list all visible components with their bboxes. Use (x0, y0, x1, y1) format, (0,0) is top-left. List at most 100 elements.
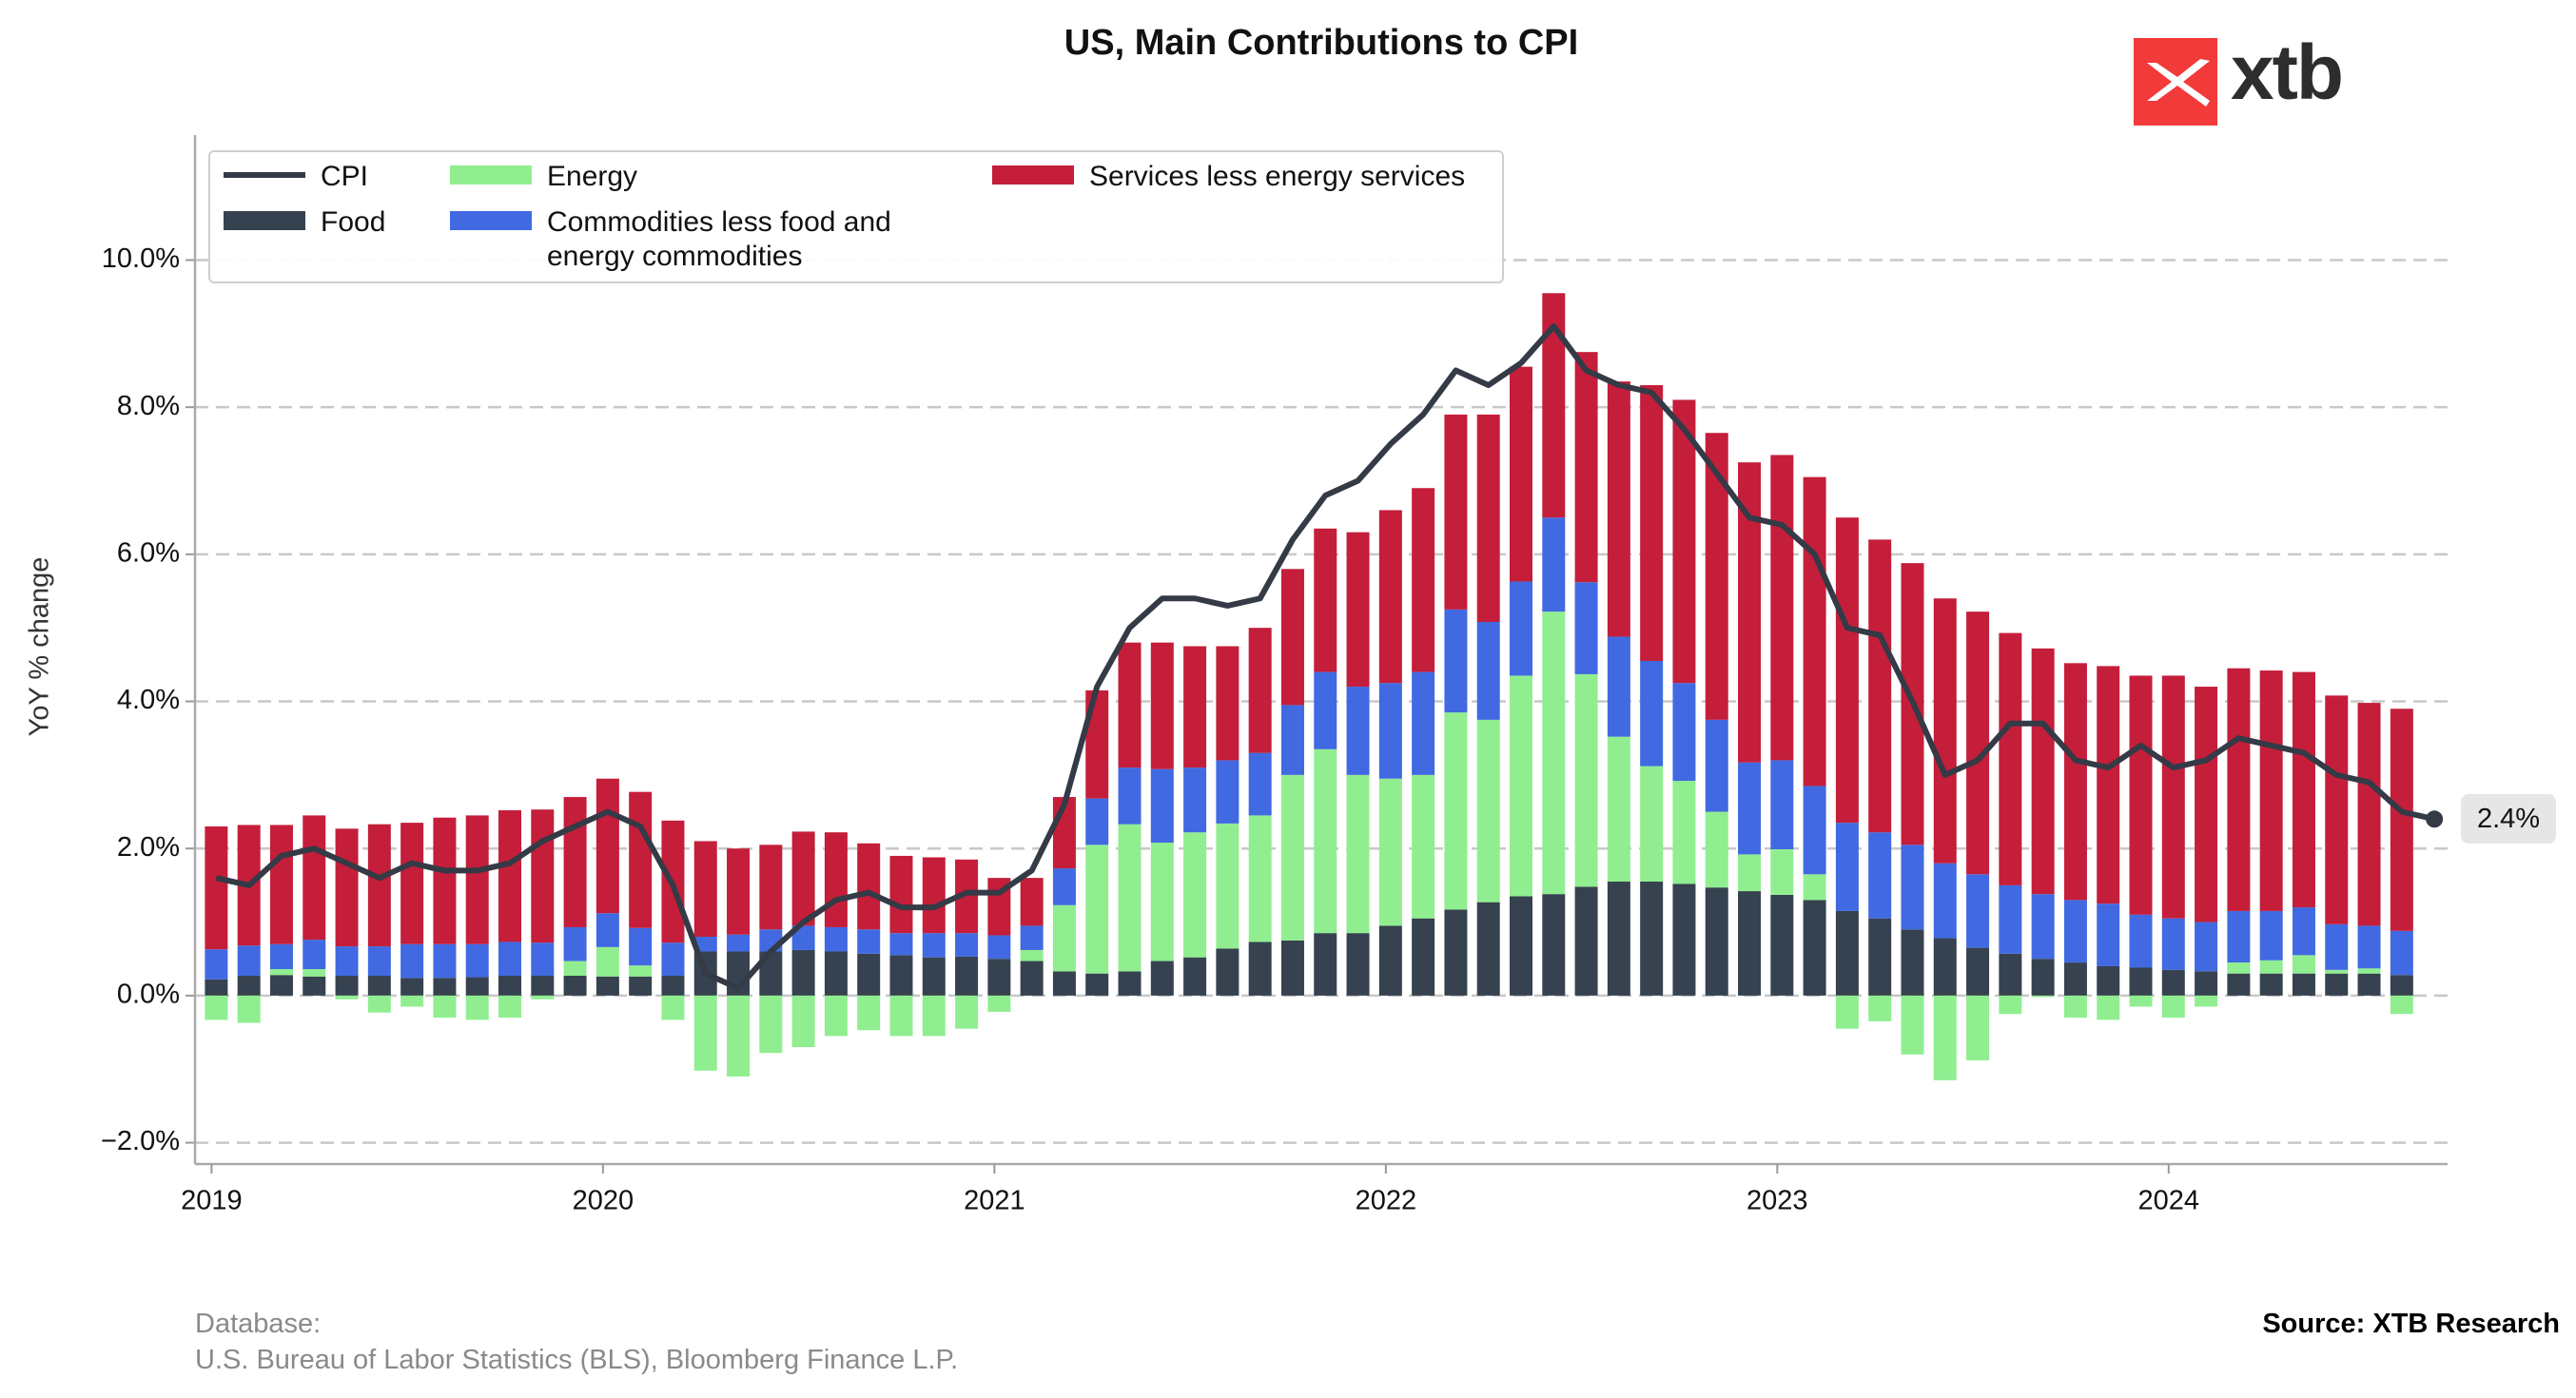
logo-icon (2134, 38, 2217, 126)
bar-segment (2031, 894, 2055, 960)
bar-segment (2292, 907, 2315, 956)
bar-segment (987, 935, 1011, 960)
bar-segment (1999, 632, 2022, 885)
bar-segment (1346, 532, 1370, 688)
bar-segment (1705, 811, 1728, 888)
bar-segment (1052, 904, 1076, 972)
bar-segment (1378, 510, 1402, 684)
bar-segment (335, 828, 359, 947)
bar-segment (563, 961, 587, 977)
bar-segment (2357, 703, 2381, 926)
chart-title: US, Main Contributions to CPI (1064, 23, 1578, 63)
legend-label: Energy (547, 161, 638, 192)
bar-segment (727, 995, 751, 1077)
bar-segment (2325, 923, 2349, 970)
bar-segment (2129, 914, 2153, 968)
bar-segment (759, 995, 783, 1054)
bar-segment (1280, 569, 1304, 706)
logo-text: xtb (2231, 29, 2344, 116)
bar-segment (1574, 352, 1598, 583)
bar-segment (302, 940, 326, 970)
bar-segment (1183, 767, 1207, 833)
y-tick-label: 0.0% (117, 980, 180, 1010)
bar-segment (1020, 961, 1044, 996)
bar-segment (889, 933, 913, 956)
bar-segment (595, 946, 619, 977)
legend-label: CPI (321, 161, 369, 192)
bar-segment (1672, 683, 1696, 782)
x-tick-label: 2023 (1747, 1186, 1808, 1216)
bar-segment (205, 995, 228, 1020)
bar-segment (1085, 798, 1109, 845)
bar-segment (1868, 539, 1892, 833)
bar-segment (1770, 760, 1794, 849)
bar-segment (1346, 774, 1370, 934)
bar-segment (400, 995, 424, 1007)
bar-segment (824, 832, 848, 927)
bar-segment (2357, 968, 2381, 974)
bar-segment (367, 824, 391, 947)
bar-segment (595, 778, 619, 914)
bar-segment (1118, 971, 1142, 996)
bar-segment (1118, 642, 1142, 768)
legend-label: Commodities less food and energy commodi… (547, 206, 891, 272)
bar-segment (1216, 760, 1239, 824)
bar-segment (2357, 973, 2381, 996)
bar-segment (1280, 705, 1304, 775)
legend-swatch (992, 165, 1074, 184)
bar-segment (922, 995, 946, 1037)
bar-segment (1476, 719, 1500, 903)
bar-segment (1476, 621, 1500, 720)
bar-segment (1248, 815, 1272, 942)
y-tick-label: 2.0% (117, 832, 180, 863)
bar-segment (1444, 414, 1468, 610)
bar-segment (367, 995, 391, 1013)
bar-segment (1020, 925, 1044, 950)
bar-segment (2259, 670, 2283, 911)
bar-segment (1803, 786, 1826, 875)
bar-segment (1803, 900, 1826, 996)
bar-segment (1672, 883, 1696, 996)
bar-segment (1738, 462, 1762, 763)
bar-segment (922, 933, 946, 958)
bar-segment (595, 976, 619, 996)
bar-segment (824, 995, 848, 1037)
bar-segment (1901, 929, 1924, 996)
bar-segment (2195, 922, 2218, 972)
bar-segment (400, 943, 424, 979)
bar-segment (2097, 995, 2120, 1020)
y-tick-label: 4.0% (117, 685, 180, 715)
bar-segment (531, 976, 555, 996)
bar-segment (1476, 414, 1500, 622)
database-note: U.S. Bureau of Labor Statistics (BLS), B… (195, 1345, 959, 1375)
bar-segment (693, 841, 717, 938)
bar-segment (1607, 736, 1630, 883)
bar-segment (2227, 962, 2251, 974)
bar-segment (2097, 965, 2120, 996)
bar-segment (1607, 636, 1630, 737)
bar-segment (367, 976, 391, 996)
bar-segment (2227, 910, 2251, 963)
bar-segment (205, 949, 228, 980)
bar-segment (1052, 868, 1076, 905)
bar-segment (1835, 995, 1859, 1029)
bar-segment (269, 825, 293, 944)
legend-item: Services less energy services (992, 160, 1465, 194)
bar-segment (727, 934, 751, 952)
bar-segment (791, 831, 815, 926)
bar-segment (1183, 957, 1207, 996)
bar-segment (1901, 845, 1924, 930)
bar-segment (857, 843, 881, 930)
bar-segment (269, 975, 293, 996)
bar-segment (1999, 884, 2022, 954)
bar-segment (237, 976, 261, 996)
bar-segment (433, 978, 457, 996)
bar-segment (1607, 381, 1630, 637)
bar-segment (2390, 930, 2413, 976)
bar-segment (1412, 671, 1435, 775)
bar-segment (2325, 973, 2349, 996)
bar-segment (465, 943, 489, 978)
bar-segment (237, 945, 261, 977)
bar-segment (2063, 900, 2087, 963)
bar-segment (2129, 967, 2153, 996)
